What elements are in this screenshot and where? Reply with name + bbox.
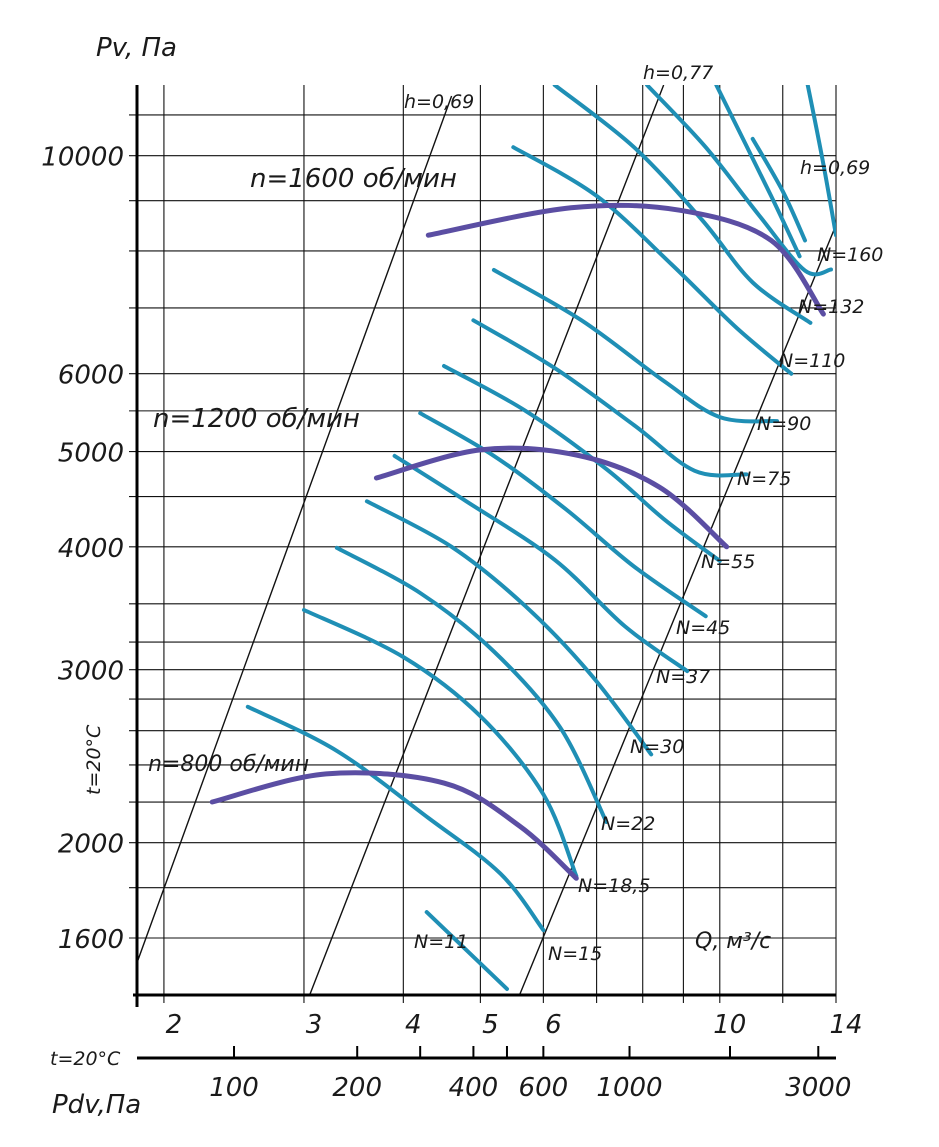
pd-tick-label: 1000 <box>596 1073 662 1103</box>
power-curve-label: N=110 <box>779 350 845 372</box>
pd-tick-label: 400 <box>449 1073 499 1103</box>
efficiency-label: h=0,77 <box>643 62 713 84</box>
x-tick-label: 3 <box>306 1010 323 1040</box>
y-tick-label: 5000 <box>58 439 124 469</box>
power-curve <box>805 85 836 238</box>
power-curve <box>750 136 807 243</box>
y-tick-label: 1600 <box>58 925 124 955</box>
power-curve <box>392 453 690 674</box>
y-tick-label: 3000 <box>58 657 124 687</box>
power-curve <box>511 145 794 376</box>
efficiency-label: h=0,69 <box>800 157 870 179</box>
x-axis-title: Q, м³/с <box>695 929 771 954</box>
x-tick-label: 2 <box>166 1010 183 1040</box>
y-tick-label: 6000 <box>58 361 124 391</box>
power-curve <box>302 608 579 878</box>
efficiency-ray <box>309 85 665 995</box>
power-curve <box>552 85 813 325</box>
y-tick-label: 4000 <box>58 534 124 564</box>
power-curve-label: N=55 <box>701 551 755 573</box>
temp-label-vertical: t=20°C <box>83 724 105 795</box>
speed-curve <box>373 445 730 550</box>
y-tick-label: 10000 <box>41 143 124 173</box>
power-curve-label: N=90 <box>757 413 811 435</box>
power-curve-label: N=37 <box>656 666 710 688</box>
x-tick-label: 14 <box>829 1010 862 1040</box>
power-curve-label: N=18,5 <box>578 875 650 897</box>
speed-curve-label: n=1600 об/мин <box>250 164 457 194</box>
power-curve <box>245 704 546 933</box>
power-curve-label: N=75 <box>737 468 791 490</box>
power-curve <box>364 499 654 757</box>
power-curve <box>334 545 609 824</box>
x-tick-label: 6 <box>545 1010 562 1040</box>
speed-curves <box>209 202 826 881</box>
power-curve-label: N=132 <box>798 296 864 318</box>
pd-tick-label: 600 <box>519 1073 569 1103</box>
pd-tick-label: 3000 <box>785 1073 851 1103</box>
x-tick-label: 10 <box>713 1010 746 1040</box>
pd-tick-label: 100 <box>209 1073 259 1103</box>
efficiency-ray <box>137 95 453 963</box>
axes <box>133 85 836 1060</box>
power-curve-label: N=15 <box>548 943 602 965</box>
power-curve <box>471 318 749 478</box>
power-curve-label: N=30 <box>630 736 684 758</box>
temp-label-bottom: t=20°C <box>50 1048 121 1070</box>
x-tick-label: 4 <box>405 1010 422 1040</box>
power-curve-label: N=11 <box>414 931 468 953</box>
power-curve <box>424 910 509 991</box>
speed-curve-label: n=1200 об/мин <box>153 404 360 434</box>
y-axis-title: Pv, Па <box>96 33 177 63</box>
speed-curve <box>209 770 579 881</box>
pd-axis-title: Pdv,Па <box>52 1090 141 1120</box>
speed-curve-label: n=800 об/мин <box>148 752 309 777</box>
power-curve-label: N=22 <box>601 813 655 835</box>
pd-tick-label: 200 <box>332 1073 382 1103</box>
power-curves <box>245 85 836 991</box>
power-curve <box>645 85 833 277</box>
power-curve <box>418 411 708 619</box>
speed-curve <box>425 202 826 317</box>
power-curve-label: N=160 <box>817 244 883 266</box>
power-curve <box>714 85 802 259</box>
y-tick-label: 2000 <box>58 830 124 860</box>
labels: Pv, Па Q, м³/с Pdv,Па t=20°C t=20°C 1600… <box>41 33 883 1120</box>
power-curve <box>491 268 779 424</box>
x-tick-label: 5 <box>482 1010 499 1040</box>
power-curve <box>442 364 722 563</box>
efficiency-label: h=0,69 <box>404 91 474 113</box>
power-curve-label: N=45 <box>676 617 730 639</box>
efficiency-ray <box>518 224 836 995</box>
